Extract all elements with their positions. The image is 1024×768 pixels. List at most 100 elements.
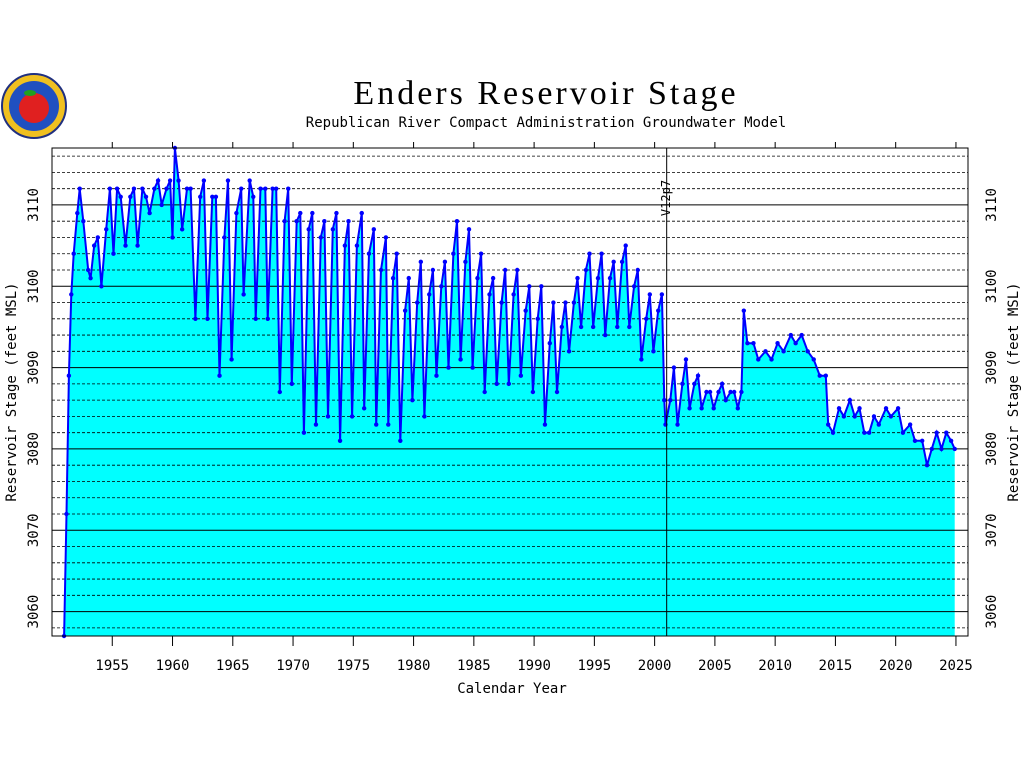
point: [270, 186, 275, 191]
point: [361, 406, 367, 411]
point: [862, 430, 867, 435]
point: [478, 251, 484, 256]
plot-frame: [51, 147, 969, 637]
point: [253, 316, 258, 321]
point: [668, 397, 673, 403]
point: [463, 259, 468, 265]
point: [325, 414, 331, 419]
y2-tick-label: 3100: [984, 269, 1000, 303]
point: [251, 194, 256, 199]
point: [167, 178, 173, 183]
point: [719, 381, 725, 387]
point: [222, 235, 227, 240]
point: [571, 300, 577, 305]
point: [383, 235, 389, 240]
point: [184, 186, 190, 191]
point: [687, 406, 692, 411]
x-tick-label: 2020: [879, 658, 913, 674]
x-tick-label: 2000: [638, 658, 672, 674]
point: [77, 186, 82, 191]
point: [298, 210, 303, 216]
point: [143, 194, 149, 199]
point: [398, 438, 403, 443]
point: [756, 357, 761, 362]
point: [159, 202, 164, 208]
point: [179, 227, 185, 232]
point: [188, 186, 193, 191]
point: [294, 219, 299, 224]
point: [883, 406, 889, 411]
point: [948, 438, 954, 443]
point: [656, 308, 661, 313]
point: [924, 463, 930, 468]
point: [836, 406, 842, 411]
point: [711, 406, 716, 411]
point: [263, 186, 268, 191]
x-tick-label: 2025: [939, 658, 973, 674]
point: [876, 422, 882, 427]
point: [349, 414, 355, 419]
point: [107, 186, 113, 191]
point: [75, 210, 80, 216]
point: [695, 373, 701, 378]
point: [123, 243, 128, 248]
point: [306, 227, 311, 232]
point: [430, 267, 436, 273]
point: [542, 422, 548, 427]
point: [763, 349, 768, 354]
point: [313, 422, 319, 427]
x-tick-label: 2005: [698, 658, 732, 674]
y-tick-label: 3070: [26, 513, 42, 547]
point: [330, 227, 336, 232]
point: [135, 243, 140, 248]
y-tick-label: 3100: [26, 269, 42, 303]
point: [205, 316, 210, 321]
y2-tick-label: 3070: [984, 513, 1000, 547]
y2-axis-title: Reservoir Stage (feet MSL): [1006, 282, 1022, 501]
point: [692, 381, 697, 387]
point: [704, 389, 709, 395]
point: [71, 251, 76, 256]
point: [805, 349, 810, 354]
point: [301, 430, 307, 435]
point: [442, 259, 448, 265]
point: [587, 251, 592, 256]
point: [390, 275, 396, 281]
point: [583, 267, 589, 273]
point: [823, 373, 828, 378]
y2-tick-label: 3060: [984, 595, 1000, 629]
point: [371, 227, 377, 232]
point: [147, 210, 152, 216]
point: [651, 349, 656, 354]
point: [912, 438, 918, 443]
point: [217, 373, 222, 378]
y-tick-label: 3110: [26, 188, 42, 222]
annotation-label: V12p7: [659, 180, 673, 216]
point: [551, 300, 556, 305]
x-tick-label: 1975: [336, 658, 370, 674]
point: [318, 235, 323, 240]
point: [662, 397, 667, 403]
point: [140, 186, 145, 191]
point: [414, 300, 420, 305]
point: [847, 397, 853, 403]
point: [201, 178, 207, 183]
point: [769, 357, 774, 362]
point: [599, 251, 604, 256]
point: [422, 414, 427, 419]
point: [104, 227, 109, 232]
point: [639, 357, 644, 362]
point: [282, 219, 287, 224]
point: [675, 422, 680, 427]
point: [170, 235, 175, 240]
point: [775, 341, 780, 346]
point: [176, 178, 181, 183]
point: [64, 511, 69, 517]
point: [619, 259, 625, 265]
point: [359, 210, 364, 216]
point: [410, 397, 415, 403]
point: [895, 406, 901, 411]
y-tick-label: 3080: [26, 432, 42, 466]
point: [470, 365, 475, 370]
